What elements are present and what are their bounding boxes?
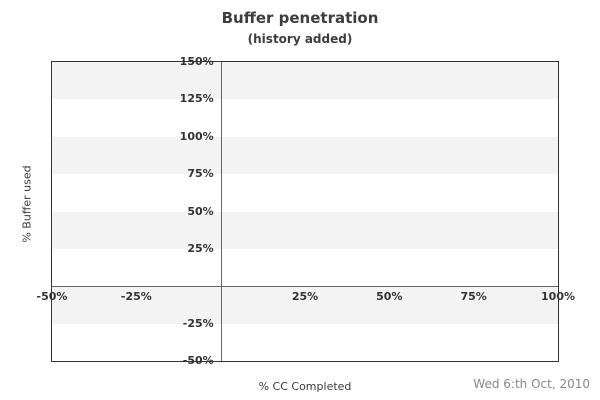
y-tick-label: 75% — [187, 167, 214, 181]
y-axis-zero-line — [221, 62, 222, 361]
x-tick-label: -25% — [120, 290, 152, 304]
x-tick-label: 25% — [291, 290, 319, 304]
y-tick-label: 125% — [179, 92, 214, 106]
y-axis-title: % Buffer used — [20, 165, 34, 243]
x-tick-label: 50% — [376, 290, 403, 304]
x-tick-label: 100% — [541, 290, 575, 304]
y-tick-label: 150% — [179, 54, 214, 68]
x-tick-label: 75% — [460, 290, 487, 304]
plot-band — [52, 136, 558, 175]
chart-subtitle: (history added) — [247, 32, 353, 46]
plot-band — [52, 62, 558, 100]
y-tick-label: 50% — [187, 204, 214, 218]
x-axis-zero-line — [52, 286, 558, 287]
y-tick-label: -50% — [182, 353, 214, 367]
y-tick-label: -25% — [182, 316, 214, 330]
date-label: Wed 6:th Oct, 2010 — [473, 377, 590, 391]
x-axis-title: % CC Completed — [258, 380, 352, 393]
y-tick-label: 100% — [179, 129, 214, 143]
plot-area: 150% 125% 100% 75% 50% 25% -25% -50% -50% -25% 25%… — [37, 55, 575, 366]
plot-band — [52, 286, 558, 324]
plot-band — [52, 211, 558, 249]
y-tick-label: 25% — [187, 241, 214, 255]
x-tick-label: -50% — [36, 290, 68, 304]
chart-title: Buffer penetration — [221, 9, 379, 27]
